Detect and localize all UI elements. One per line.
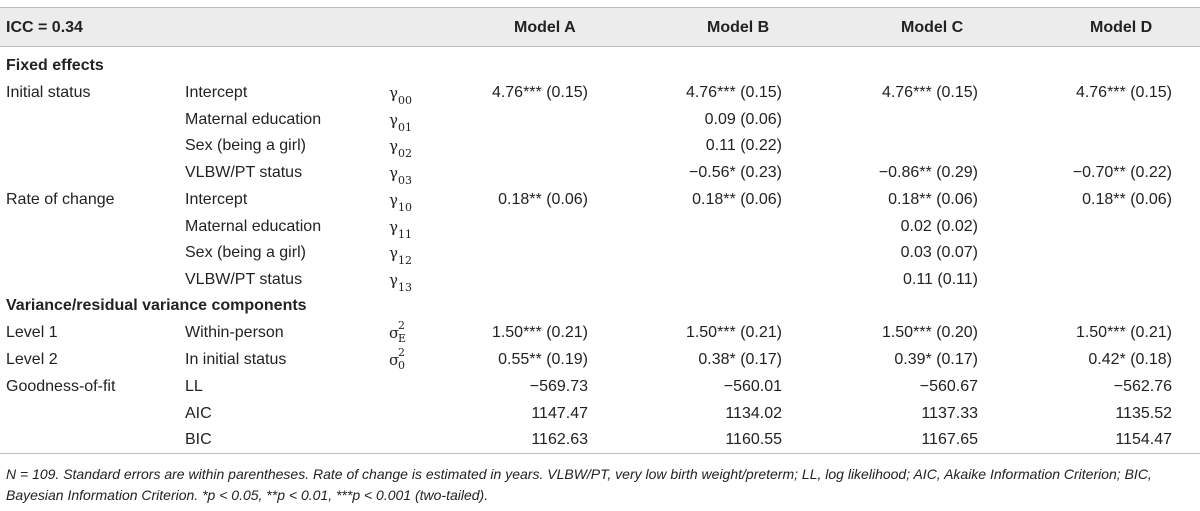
header-model-b: Model B [707, 19, 770, 36]
row-label: Sex (being a girl) [185, 244, 306, 261]
value-cell: 1160.55 [725, 431, 782, 448]
row-label: Within-person [185, 324, 284, 341]
row-group: Goodness-of-fit [6, 378, 116, 395]
table-row: Rate of change Intercept γ10 0.18** (0.06) 0… [0, 190, 1200, 217]
value-cell: 1.50*** (0.20) [881, 324, 978, 341]
value-cell: 0.18** (0.06) [498, 191, 588, 208]
value-cell: 0.03 (0.07) [900, 244, 978, 261]
parameter-symbol: γ10 [389, 191, 412, 214]
value-cell: 4.76*** (0.15) [491, 84, 588, 101]
table-header: ICC = 0.34 Model A Model B Model C Model… [0, 7, 1200, 47]
value-cell: 1167.65 [921, 431, 978, 448]
row-group: Initial status [6, 84, 91, 101]
value-cell: 1.50*** (0.21) [491, 324, 588, 341]
value-cell: 0.02 (0.02) [900, 218, 978, 235]
value-cell: 1.50*** (0.21) [1075, 324, 1172, 341]
table-row: Maternal education γ01 0.09 (0.06) [0, 110, 1200, 137]
parameter-symbol: γ11 [389, 218, 412, 241]
row-label: Sex (being a girl) [185, 137, 306, 154]
table-row: VLBW/PT status γ03 −0.56* (0.23) −0.86** (0… [0, 163, 1200, 190]
row-label: Maternal education [185, 218, 322, 235]
row-label: AIC [185, 405, 212, 422]
table-row: Goodness-of-fit LL −569.73 −560.01 −560.67 −5… [0, 377, 1200, 404]
value-cell: 0.09 (0.06) [704, 111, 782, 128]
header-model-c: Model C [901, 19, 964, 36]
parameter-symbol: γ03 [389, 164, 412, 187]
value-cell: 4.76*** (0.15) [881, 84, 978, 101]
value-cell: −562.76 [1113, 378, 1172, 395]
parameter-symbol: γ00 [389, 84, 412, 107]
row-group: Level 2 [6, 351, 58, 368]
row-group: Level 1 [6, 324, 58, 341]
row-label: Intercept [185, 191, 248, 208]
icc-label: ICC = 0.34 [6, 19, 83, 36]
row-group: Rate of change [6, 191, 115, 208]
value-cell: 1147.47 [531, 405, 588, 422]
table-footnote: N = 109. Standard errors are within pare… [6, 466, 1152, 503]
value-cell: −0.86** (0.29) [878, 164, 978, 181]
row-label: LL [185, 378, 203, 395]
value-cell: 0.18** (0.06) [1082, 191, 1172, 208]
value-cell: 4.76*** (0.15) [1075, 84, 1172, 101]
value-cell: −560.01 [723, 378, 782, 395]
section-row: Variance/residual variance components [0, 296, 1200, 323]
table-row: Sex (being a girl) γ12 0.03 (0.07) [0, 243, 1200, 270]
table-row: Sex (being a girl) γ02 0.11 (0.22) [0, 136, 1200, 163]
value-cell: 0.55** (0.19) [498, 351, 588, 368]
table-row: Level 1 Within-person σ 2 E 1.50*** (0.21) 1.5… [0, 319, 1200, 350]
table-row: Level 2 In initial status σ 2 0 0.55** (0.19)… [0, 346, 1200, 377]
section-heading: Variance/residual variance components [6, 297, 307, 314]
header-model-d: Model D [1090, 19, 1153, 36]
value-cell: 1162.63 [531, 431, 588, 448]
value-cell: 0.18** (0.06) [888, 191, 978, 208]
row-label: Maternal education [185, 111, 322, 128]
table-row: Maternal education γ11 0.02 (0.02) [0, 217, 1200, 244]
header-model-a: Model A [514, 19, 576, 36]
value-cell: 0.39* (0.17) [894, 351, 978, 368]
table-row: VLBW/PT status γ13 0.11 (0.11) [0, 270, 1200, 297]
value-cell: −569.73 [529, 378, 588, 395]
table-bottom-rule [0, 453, 1200, 454]
table-row: Initial status Intercept γ00 4.76*** (0.15)… [0, 83, 1200, 110]
table-row: BIC 1162.63 1160.55 1167.65 1154.47 [0, 430, 1200, 457]
value-cell: 0.11 (0.11) [902, 271, 978, 288]
value-cell: 1154.47 [1115, 431, 1172, 448]
value-cell: −0.56* (0.23) [689, 164, 782, 181]
value-cell: 1135.52 [1115, 405, 1172, 422]
value-cell: 0.38* (0.17) [698, 351, 782, 368]
parameter-symbol: γ12 [389, 244, 412, 267]
row-label: Intercept [185, 84, 248, 101]
table-row: AIC 1147.47 1134.02 1137.33 1135.52 [0, 404, 1200, 431]
value-cell: 1137.33 [921, 405, 978, 422]
section-heading: Fixed effects [6, 57, 104, 74]
row-label: BIC [185, 431, 212, 448]
value-cell: −560.67 [919, 378, 978, 395]
parameter-symbol: γ02 [389, 137, 412, 160]
row-label: VLBW/PT status [185, 164, 303, 181]
value-cell: 0.42* (0.18) [1088, 351, 1172, 368]
row-label: In initial status [185, 351, 287, 368]
value-cell: 4.76*** (0.15) [685, 84, 782, 101]
section-row: Fixed effects [0, 56, 1200, 83]
row-label: VLBW/PT status [185, 271, 303, 288]
value-cell: 0.18** (0.06) [692, 191, 782, 208]
value-cell: −0.70** (0.22) [1072, 164, 1172, 181]
parameter-symbol: γ13 [389, 271, 412, 294]
value-cell: 1134.02 [725, 405, 782, 422]
parameter-symbol: γ01 [389, 111, 412, 134]
value-cell: 0.11 (0.22) [705, 137, 782, 154]
value-cell: 1.50*** (0.21) [685, 324, 782, 341]
